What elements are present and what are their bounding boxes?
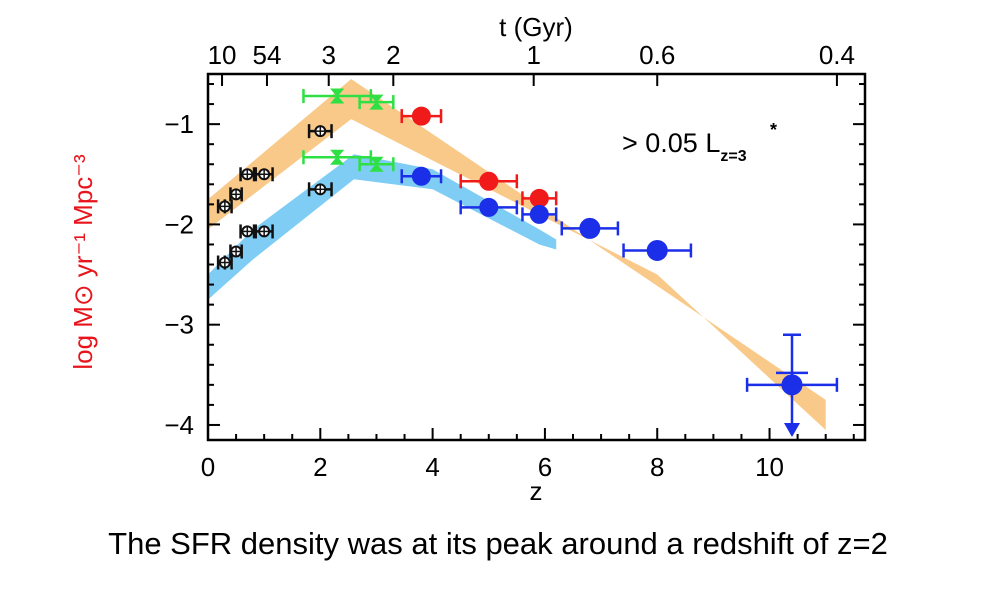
band-layer [208, 79, 826, 430]
data-point [239, 224, 256, 239]
data-point [521, 188, 558, 208]
data-point [254, 224, 274, 239]
tick-layer: 0 2 4 6 8 10 −1 −2 −3 −4 10 54 3 2 1 0.6 0.4 [164, 40, 865, 482]
marker-filled-circle [579, 217, 601, 239]
marker-filled-circle [479, 171, 499, 191]
data-point [400, 106, 443, 126]
y-tick-label: −4 [164, 410, 194, 440]
top-tick-label: 10 [208, 40, 237, 70]
upper-limit-arrow [784, 422, 800, 437]
marker-filled-circle [479, 197, 499, 217]
marker-bowtie [369, 94, 384, 110]
y-tick-label: −2 [164, 209, 194, 239]
annotation-prefix: > 0.05 L [622, 128, 720, 158]
point-layer [216, 88, 839, 437]
y-axis-title: log M⊙ yr⁻¹ Mpc⁻³ [68, 154, 98, 370]
annotation-luminosity-cut: > 0.05 Lz=3 * [622, 120, 777, 165]
top-tick-label: 2 [386, 40, 400, 70]
data-point [239, 167, 256, 182]
data-point [459, 171, 519, 191]
data-point [229, 244, 243, 259]
y-tick-label: −3 [164, 310, 194, 340]
data-point [302, 149, 373, 165]
band-1 [208, 79, 826, 430]
x-tick-label: 4 [425, 452, 439, 482]
marker-filled-circle [781, 374, 803, 396]
top-tick-label: 0.6 [639, 40, 675, 70]
marker-filled-circle [529, 188, 549, 208]
top-axis-title: t (Gyr) [499, 12, 573, 42]
marker-bowtie [330, 149, 345, 165]
annotation-superscript: * [770, 120, 777, 140]
data-point [307, 182, 333, 197]
top-tick-label: 0.4 [819, 40, 855, 70]
annotation-subscript: z=3 [720, 148, 746, 165]
data-point [459, 197, 519, 217]
marker-bowtie [369, 156, 384, 172]
marker-bowtie [330, 88, 345, 104]
marker-filled-circle [529, 204, 549, 224]
data-point [358, 94, 395, 110]
x-axis-title: z [530, 476, 543, 506]
x-tick-label: 0 [201, 452, 215, 482]
top-tick-label: 54 [253, 40, 282, 70]
marker-filled-circle [411, 166, 431, 186]
data-point [254, 167, 274, 182]
top-tick-label: 3 [321, 40, 335, 70]
x-tick-label: 6 [538, 452, 552, 482]
data-point [216, 255, 233, 270]
data-point [622, 239, 693, 261]
x-tick-label: 8 [650, 452, 664, 482]
data-point [358, 156, 395, 172]
sfr-density-chart: 0 2 4 6 8 10 −1 −2 −3 −4 10 54 3 2 1 0.6 0.4 t (Gyr) z l… [68, 12, 867, 506]
data-point [229, 187, 243, 202]
data-point [307, 124, 333, 139]
marker-filled-circle [646, 239, 668, 261]
band-2 [208, 154, 557, 300]
data-point [216, 199, 233, 214]
plot-frame [206, 72, 867, 442]
x-tick-label: 10 [755, 452, 784, 482]
data-point [560, 217, 620, 239]
data-point [745, 333, 839, 437]
svg-text:> 0.05 Lz=3: > 0.05 Lz=3 [622, 128, 747, 165]
y-tick-label: −1 [164, 109, 194, 139]
data-point [400, 166, 443, 186]
caption: The SFR density was at its peak around a… [108, 526, 888, 561]
x-tick-label: 2 [313, 452, 327, 482]
data-point [521, 204, 558, 224]
top-tick-label: 1 [526, 40, 540, 70]
data-point [302, 88, 373, 104]
marker-filled-circle [411, 106, 431, 126]
